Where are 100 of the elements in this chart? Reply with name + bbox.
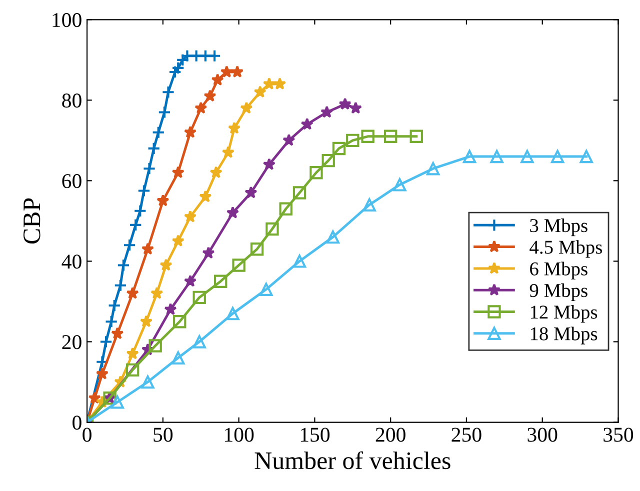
point — [273, 77, 286, 90]
point — [156, 194, 170, 206]
x-tick-label: 300 — [528, 428, 558, 442]
point — [147, 142, 160, 156]
point — [134, 204, 147, 218]
point — [393, 178, 406, 192]
y-tick-label: 80 — [62, 94, 82, 108]
point — [266, 222, 279, 236]
point — [114, 278, 128, 292]
point — [220, 65, 233, 78]
point — [240, 102, 253, 114]
point — [142, 162, 156, 176]
point — [254, 86, 266, 98]
point — [232, 258, 246, 272]
legend-label: 4.5 Mbps — [530, 240, 602, 258]
x-tick-label: 100 — [225, 428, 254, 442]
point — [184, 210, 197, 222]
point — [172, 166, 184, 178]
point — [211, 73, 224, 86]
point — [282, 134, 296, 146]
y-tick-label: 20 — [62, 335, 82, 350]
point — [192, 335, 206, 348]
point — [300, 118, 314, 130]
point — [168, 65, 182, 79]
point — [184, 126, 197, 138]
point — [580, 150, 593, 164]
point — [126, 363, 140, 377]
point — [162, 86, 175, 99]
point — [310, 166, 323, 180]
point — [160, 258, 172, 271]
x-tick-label: 200 — [376, 428, 406, 442]
point — [152, 126, 165, 139]
point — [141, 242, 154, 255]
point — [322, 154, 335, 168]
point — [222, 146, 235, 158]
point — [214, 274, 228, 288]
point — [250, 242, 264, 256]
point — [204, 90, 216, 102]
point — [99, 335, 113, 348]
point — [244, 186, 258, 198]
point — [279, 202, 292, 216]
point — [190, 49, 203, 62]
point — [228, 122, 241, 134]
legend-label: 3 Mbps — [530, 218, 588, 236]
legend-label: 9 Mbps — [530, 283, 588, 302]
x-axis-title: Number of vehicles — [254, 451, 450, 470]
x-tick-label: 350 — [604, 428, 634, 442]
point — [194, 102, 208, 114]
point — [192, 290, 206, 304]
point — [230, 65, 244, 78]
point — [104, 315, 118, 328]
point — [141, 375, 154, 389]
y-tick-label: 0 — [72, 416, 82, 430]
point — [362, 198, 376, 212]
point — [126, 286, 139, 299]
point — [292, 186, 306, 200]
point — [208, 49, 222, 62]
point — [332, 142, 346, 156]
point — [260, 282, 273, 296]
point — [349, 102, 362, 114]
point — [172, 351, 185, 364]
point — [96, 367, 109, 380]
point — [202, 246, 215, 259]
point — [129, 218, 142, 232]
point — [210, 166, 222, 178]
y-tick-label: 40 — [62, 254, 82, 269]
point — [226, 206, 240, 218]
point — [326, 230, 340, 244]
point — [148, 339, 162, 352]
point — [338, 98, 352, 110]
point — [172, 234, 184, 247]
point — [88, 392, 101, 404]
point — [164, 302, 177, 316]
x-tick-label: 0 — [82, 428, 92, 442]
point — [111, 327, 124, 340]
point — [126, 347, 139, 360]
point — [108, 298, 121, 312]
point — [490, 150, 504, 164]
point — [550, 150, 564, 164]
point — [150, 286, 164, 299]
point — [173, 315, 186, 328]
point — [520, 150, 534, 164]
y-tick-label: 100 — [52, 13, 82, 28]
y-axis-title: CBP — [23, 198, 40, 244]
point — [137, 184, 151, 198]
point — [410, 130, 423, 143]
y-tick-label: 60 — [62, 174, 82, 188]
point — [262, 158, 276, 170]
point — [426, 162, 440, 176]
point — [199, 190, 212, 202]
x-tick-label: 150 — [300, 428, 330, 442]
point — [184, 274, 197, 287]
point — [140, 315, 153, 328]
legend-label: 12 Mbps — [530, 305, 598, 323]
point — [346, 134, 360, 148]
legend-label: 18 Mbps — [530, 326, 598, 344]
point — [116, 258, 130, 272]
point — [292, 254, 306, 268]
point — [110, 396, 124, 409]
point — [122, 238, 136, 252]
